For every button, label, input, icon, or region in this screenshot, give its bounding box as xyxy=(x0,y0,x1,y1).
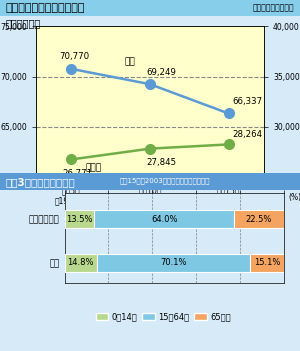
Text: 年齢3区分別の人口割合: 年齢3区分別の人口割合 xyxy=(6,177,76,187)
Text: 66,337: 66,337 xyxy=(232,98,263,106)
Bar xyxy=(97,254,250,272)
Text: 70,770: 70,770 xyxy=(60,52,90,61)
Text: 14.8%: 14.8% xyxy=(68,258,94,267)
Text: 26,771: 26,771 xyxy=(62,168,92,178)
Text: 人口・世帯数の移り変わり: 人口・世帯数の移り変わり xyxy=(6,3,85,13)
Text: 22.5%: 22.5% xyxy=(246,215,272,224)
Text: 平成15年（2003年）住民基本台帳による: 平成15年（2003年）住民基本台帳による xyxy=(120,177,211,184)
Legend: 0～14歳, 15～64歳, 65歳～: 0～14歳, 15～64歳, 65歳～ xyxy=(92,309,234,325)
Text: 64.0%: 64.0% xyxy=(151,215,177,224)
Text: 69,249: 69,249 xyxy=(146,68,176,77)
Bar xyxy=(234,210,284,229)
Text: 27,845: 27,845 xyxy=(146,158,176,167)
Bar xyxy=(64,210,94,229)
Bar xyxy=(250,254,284,272)
Text: 15.1%: 15.1% xyxy=(254,258,280,267)
Text: 28,264: 28,264 xyxy=(232,130,263,139)
Text: この地域全体: この地域全体 xyxy=(6,18,41,28)
Text: (%): (%) xyxy=(288,193,300,202)
Text: 住民基本台帳による: 住民基本台帳による xyxy=(252,3,294,12)
Text: 13.5%: 13.5% xyxy=(66,215,92,224)
Bar xyxy=(64,254,97,272)
Text: 世帯数: 世帯数 xyxy=(85,163,102,172)
Text: 70.1%: 70.1% xyxy=(160,258,187,267)
Text: 人口: 人口 xyxy=(125,58,136,67)
Bar xyxy=(94,210,234,229)
